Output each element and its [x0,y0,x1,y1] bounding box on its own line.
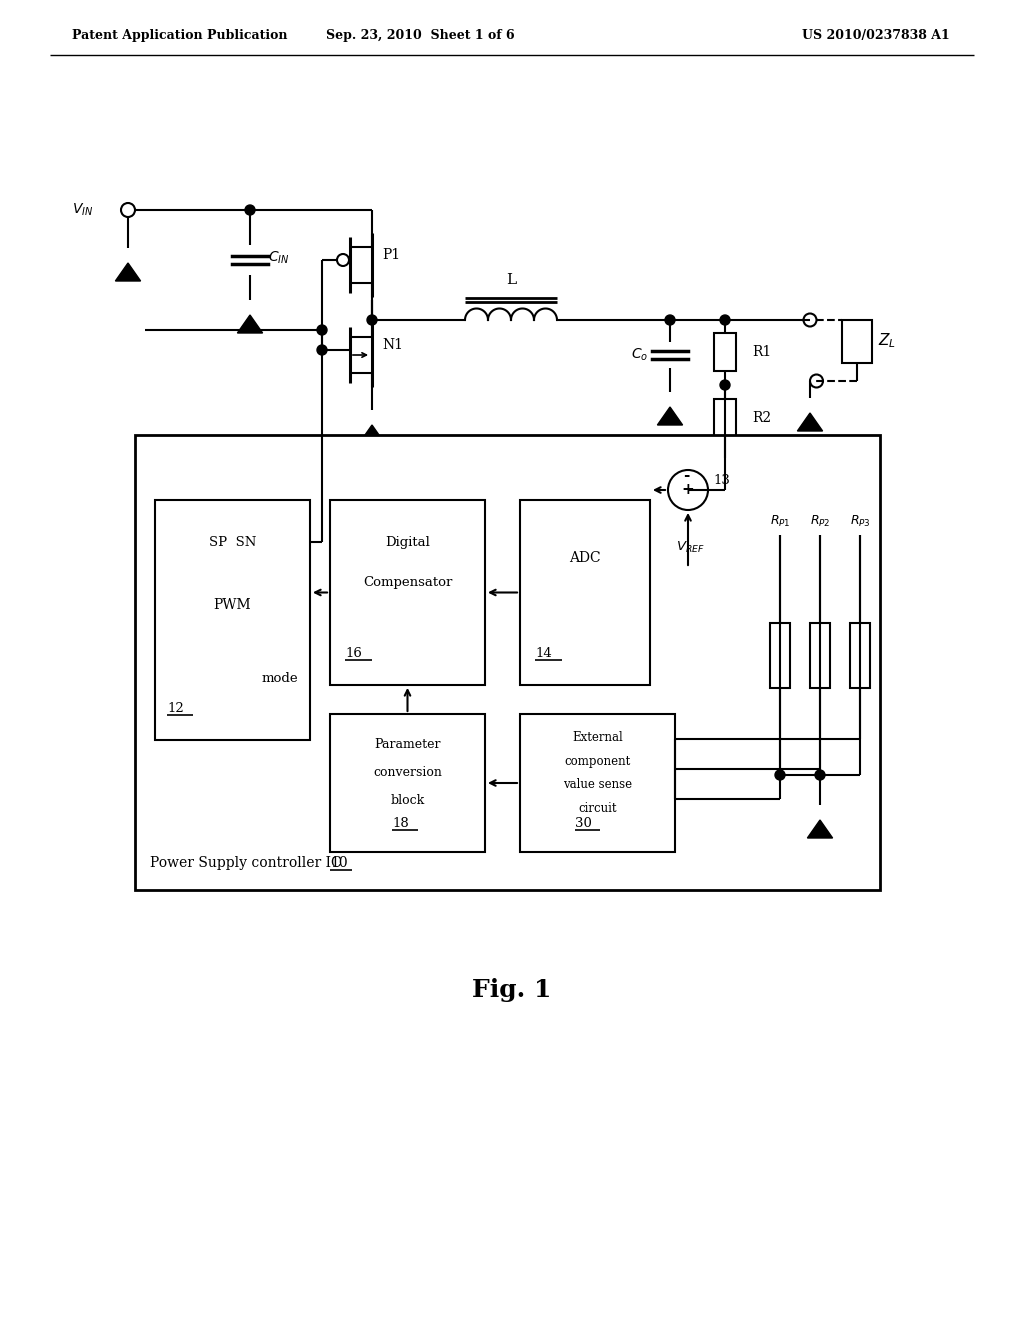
Bar [520,714,675,851]
Text: Fig. 1: Fig. 1 [472,978,552,1002]
Text: $C_{IN}$: $C_{IN}$ [268,249,290,267]
Polygon shape [798,413,822,432]
Circle shape [775,770,785,780]
Text: 18: 18 [392,817,409,830]
Text: block: block [390,793,425,807]
Text: +: + [682,483,694,498]
Polygon shape [238,315,262,333]
Text: Patent Application Publication: Patent Application Publication [72,29,288,41]
Text: External: External [572,730,623,743]
Text: $R_{P3}$: $R_{P3}$ [850,513,870,529]
Circle shape [245,205,255,215]
Text: P1: P1 [382,248,400,261]
Text: Digital: Digital [385,536,430,549]
Bar [842,319,872,363]
Text: $V_{REF}$: $V_{REF}$ [676,540,705,556]
Text: 14: 14 [535,647,552,660]
Bar [850,623,870,688]
Text: 30: 30 [575,817,592,830]
Circle shape [720,380,730,389]
Polygon shape [807,820,833,838]
Bar [770,623,790,688]
Polygon shape [713,473,737,491]
Bar [155,500,310,741]
Bar [135,436,880,890]
Circle shape [367,315,377,325]
Text: Sep. 23, 2010  Sheet 1 of 6: Sep. 23, 2010 Sheet 1 of 6 [326,29,514,41]
Text: L: L [506,272,516,286]
Text: 10: 10 [330,855,347,870]
Text: R1: R1 [752,345,771,359]
Text: R2: R2 [752,411,771,425]
Text: N1: N1 [382,338,403,352]
Text: mode: mode [261,672,298,685]
Polygon shape [657,407,683,425]
Circle shape [317,325,327,335]
Text: $C_o$: $C_o$ [631,347,648,363]
Text: SP  SN: SP SN [209,536,256,549]
Text: Parameter: Parameter [374,738,440,751]
Text: -: - [683,467,689,483]
Text: value sense: value sense [563,779,632,792]
Text: 16: 16 [345,647,361,660]
Bar [330,714,485,851]
Text: $R_{P1}$: $R_{P1}$ [770,513,791,529]
Text: ADC: ADC [569,550,601,565]
Polygon shape [359,425,385,444]
Text: $V_{IN}$: $V_{IN}$ [72,202,93,218]
Text: $Z_L$: $Z_L$ [878,331,896,350]
Text: Compensator: Compensator [362,576,453,589]
Text: Power Supply controller IC: Power Supply controller IC [150,855,346,870]
Text: US 2010/0237838 A1: US 2010/0237838 A1 [802,29,950,41]
Text: PWM: PWM [214,598,251,612]
Circle shape [815,770,825,780]
Text: circuit: circuit [579,803,616,816]
Circle shape [720,315,730,325]
Text: component: component [564,755,631,767]
Circle shape [317,345,327,355]
Polygon shape [116,263,140,281]
Bar [330,500,485,685]
Bar [810,623,830,688]
Text: 12: 12 [167,702,183,715]
Text: conversion: conversion [373,766,442,779]
Bar [520,500,650,685]
Circle shape [665,315,675,325]
Bar [714,399,736,437]
Bar [714,333,736,371]
Text: $R_{P2}$: $R_{P2}$ [810,513,830,529]
Text: 13: 13 [713,474,730,487]
